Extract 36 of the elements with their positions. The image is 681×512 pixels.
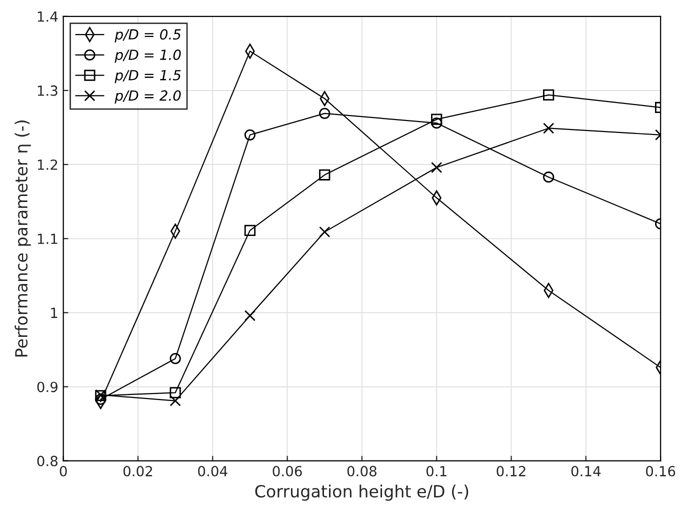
point [244, 224, 256, 236]
y-tick-label: 1 [51, 308, 58, 318]
point [319, 108, 330, 119]
y-tick-label: 0.8 [37, 456, 58, 466]
legend-label: p/D = 0.5 [114, 29, 181, 42]
x-tick-label: 0.1 [426, 466, 446, 476]
point [319, 226, 330, 238]
point [431, 114, 442, 125]
x-tick-label: 0.16 [646, 466, 676, 476]
point [319, 169, 330, 180]
y-tick-label: 1.4 [38, 12, 58, 22]
point [244, 310, 256, 322]
point [543, 122, 554, 134]
point [244, 129, 256, 140]
x-tick-label: 0 [60, 466, 67, 476]
x-tick-label: 0.06 [272, 466, 302, 476]
legend-label: p/D = 2.0 [114, 90, 181, 104]
point [170, 353, 181, 364]
point [170, 387, 181, 398]
y-tick-label: 0.9 [37, 382, 58, 392]
x-tick-label: 0.04 [198, 466, 228, 476]
y-axis-title: Performance parameter η (-) [14, 120, 31, 356]
y-tick-label: 1.2 [38, 159, 58, 170]
x-axis-title: Corrugation height e/D (-) [255, 484, 468, 501]
y-tick-label: 1.1 [38, 234, 58, 244]
x-tick-label: 0.12 [496, 466, 526, 476]
point [543, 172, 554, 183]
x-tick-label: 0.02 [123, 466, 152, 476]
point [543, 89, 554, 100]
point [431, 117, 442, 129]
y-tick-label: 1.3 [38, 85, 58, 96]
x-tick-label: 0.08 [347, 466, 376, 476]
legend-label: p/D = 1.0 [114, 50, 181, 63]
x-tick-label: 0.14 [571, 466, 601, 476]
point [431, 162, 442, 174]
legend-label: p/D = 1.5 [114, 70, 181, 84]
